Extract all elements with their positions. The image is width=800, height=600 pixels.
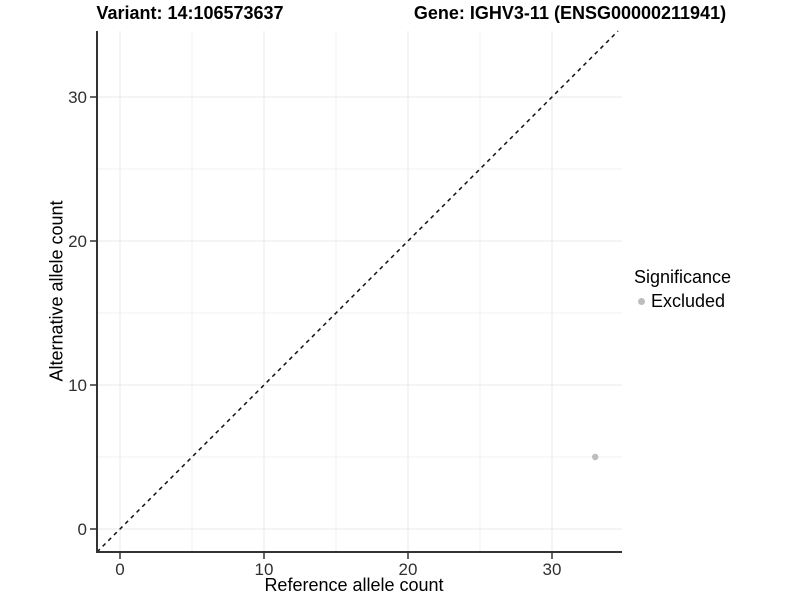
x-axis-tick-label: 0: [115, 560, 124, 579]
identity-line: [96, 30, 619, 553]
y-axis-tick-label: 10: [68, 376, 87, 395]
y-axis-tick-label: 0: [78, 520, 87, 539]
legend: Significance Excluded: [634, 267, 731, 312]
x-axis-tick-label: 30: [543, 560, 562, 579]
legend-item-excluded: Excluded: [634, 291, 731, 312]
data-point: [592, 453, 599, 461]
y-axis-tick-label: 30: [68, 88, 87, 107]
gene-title: Gene: IGHV3-11 (ENSG00000211941): [413, 3, 727, 23]
y-axis-tick-label: 20: [68, 232, 87, 251]
x-axis-tick-label: 20: [399, 560, 418, 579]
x-axis-tick-label: 10: [255, 560, 274, 579]
legend-point-icon: [638, 298, 645, 305]
x-axis-title: Reference allele count: [264, 575, 444, 595]
variant-title: Variant: 14:106573637: [96, 3, 284, 23]
legend-item-label: Excluded: [651, 291, 726, 311]
y-axis-title: Alternative allele count: [46, 200, 67, 382]
legend-title: Significance: [634, 267, 732, 287]
